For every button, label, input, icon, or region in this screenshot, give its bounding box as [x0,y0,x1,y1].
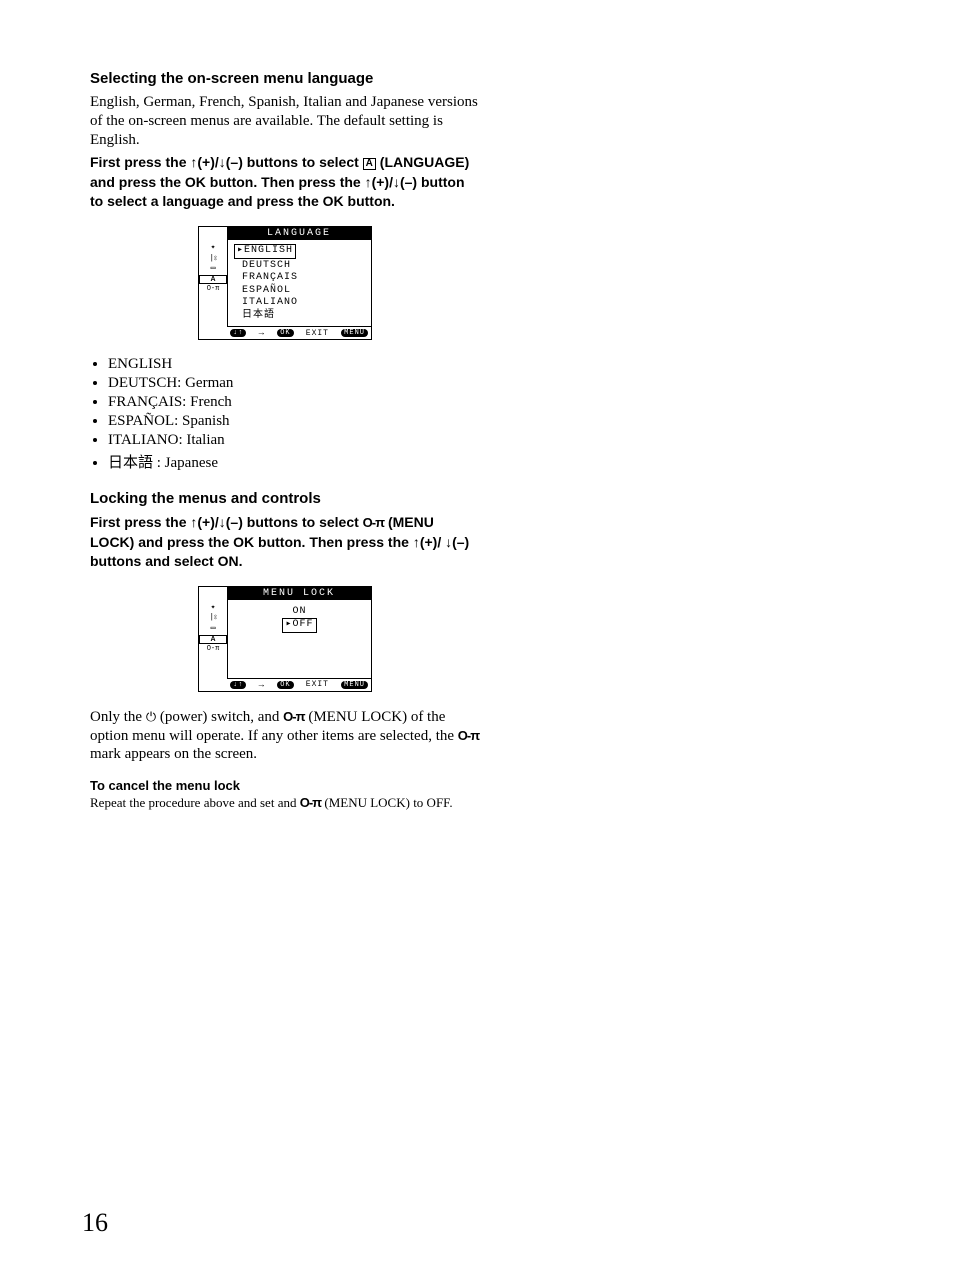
osd-option: FRANÇAIS [234,272,365,285]
updown-pill-icon: ↓↑ [230,329,246,337]
list-item: ITALIANO: Italian [108,432,480,449]
arrow-down-icon: ↓ [219,153,226,173]
page-number: 16 [82,1208,108,1238]
list-item: ENGLISH [108,356,480,373]
language-list: ENGLISH DEUTSCH: German FRANÇAIS: French… [90,356,480,472]
osd-title: LANGUAGE [227,227,371,240]
instr-text: First press the [90,154,190,170]
list-item: DEUTSCH: German [108,375,480,392]
cancel-text: Repeat the procedure above and set and [90,795,300,810]
instr-text: (–) buttons to select [226,514,363,530]
osd-option: 日本語 [234,310,365,323]
arrow-right-icon: → [259,328,265,338]
side-icon: A [199,275,227,284]
side-icon: O‑π [199,645,227,653]
list-item: 日本語 : Japanese [108,451,480,472]
power-icon: ⏻ [146,709,156,724]
side-icon: ✦ [199,243,227,253]
menulock-icon: O‑π [283,709,304,724]
instr-text: (–) buttons to select [226,154,363,170]
osd-body: ✦ |⦂ ▭ A O‑π ON ▸OFF [199,600,371,678]
section2-instruction: First press the ↑(+)/↓(–) buttons to sel… [90,513,480,572]
osd-body: ✦ |⦂ ▭ A O‑π ▸ENGLISH DEUTSCH FRANÇAIS E… [199,240,371,326]
instr-text: (+)/ [197,514,218,530]
arrow-up-icon: ↑ [365,173,372,193]
exit-label: EXIT [306,329,329,338]
menu-pill: MENU [341,329,368,337]
instr-text: First press the [90,514,190,530]
side-icon: ✦ [199,603,227,613]
section1-instruction: First press the ↑(+)/↓(–) buttons to sel… [90,153,480,212]
arrow-right-icon: → [259,680,265,690]
menulock-icon: O‑π [300,795,321,810]
cancel-text: (MENU LOCK) to OFF. [321,795,453,810]
arrow-down-icon: ↓ [393,173,400,193]
section2-heading: Locking the menus and controls [90,490,480,507]
cancel-heading: To cancel the menu lock [90,778,480,793]
manual-page: Selecting the on-screen menu language En… [0,0,954,1274]
side-icon: |⦂ [199,613,227,623]
osd-option: ITALIANO [234,297,365,310]
note-part: mark appears on the screen. [90,746,257,762]
language-icon: A [363,158,376,170]
note-part: (power) switch, and [156,709,283,725]
section1-heading: Selecting the on-screen menu language [90,70,480,87]
osd-language-menu: LANGUAGE ✦ |⦂ ▭ A O‑π ▸ENGLISH DEUTSCH F… [198,226,372,340]
osd-menulock-menu: MENU LOCK ✦ |⦂ ▭ A O‑π ON ▸OFF ↓↑ → OK E [198,586,372,692]
osd-options: ▸ENGLISH DEUTSCH FRANÇAIS ESPAÑOL ITALIA… [228,240,371,326]
osd-option: ON [234,606,365,619]
exit-label: EXIT [306,680,329,689]
side-icon: ▭ [199,264,227,274]
list-item: FRANÇAIS: French [108,394,480,411]
side-icon: A [199,635,227,644]
side-icon: |⦂ [199,254,227,264]
osd-footer: ↓↑ → OK EXIT MENU [227,326,371,339]
note-text: Only the ⏻ (power) switch, and O‑π (MENU… [90,708,480,764]
cancel-body: Repeat the procedure above and set and O… [90,795,480,811]
osd-footer: ↓↑ → OK EXIT MENU [227,678,371,691]
ok-pill: OK [277,681,293,689]
content-column: Selecting the on-screen menu language En… [90,70,480,811]
note-part: Only the [90,709,146,725]
side-icon: O‑π [199,285,227,293]
instr-text: (+)/ [372,174,393,190]
list-item: ESPAÑOL: Spanish [108,413,480,430]
section1-body: English, German, French, Spanish, Italia… [90,93,480,149]
osd-selected-option: ▸ENGLISH [234,244,296,259]
osd-option: ESPAÑOL [234,285,365,298]
ok-pill: OK [277,329,293,337]
side-icon: ▭ [199,624,227,634]
arrow-up-icon: ↑ [413,533,420,553]
osd-title: MENU LOCK [227,587,371,600]
instr-text: (+)/ [420,534,441,550]
menu-pill: MENU [341,681,368,689]
osd-sidebar: ✦ |⦂ ▭ A O‑π [199,600,228,678]
updown-pill-icon: ↓↑ [230,681,246,689]
menulock-icon: O‑π [363,515,384,530]
osd-selected-option: ▸OFF [282,618,316,633]
osd-option: DEUTSCH [234,260,365,273]
instr-text: (+)/ [197,154,218,170]
osd-options: ON ▸OFF [228,600,371,678]
arrow-down-icon: ↓ [219,513,226,533]
osd-sidebar: ✦ |⦂ ▭ A O‑π [199,240,228,326]
menulock-icon: O‑π [458,728,479,743]
